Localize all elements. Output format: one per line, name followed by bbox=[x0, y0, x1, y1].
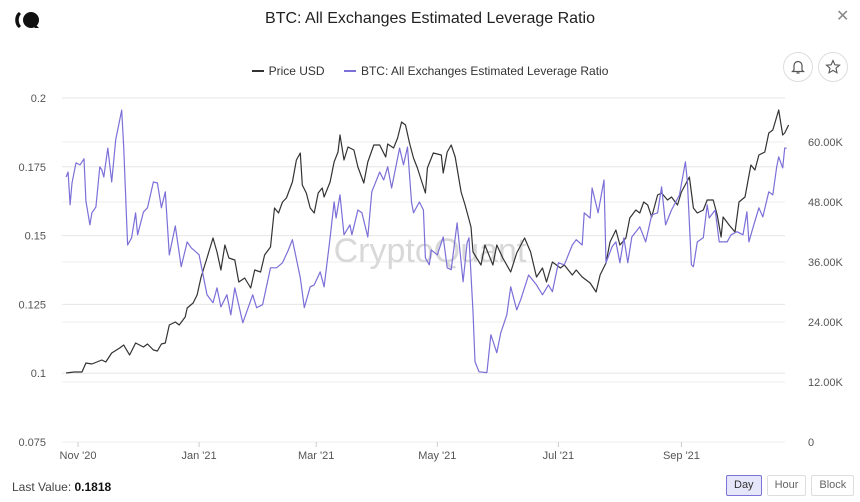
legend-swatch bbox=[251, 70, 264, 72]
bell-icon bbox=[791, 60, 805, 74]
x-tick-label: Mar '21 bbox=[298, 450, 334, 462]
interval-block-button[interactable]: Block bbox=[811, 475, 855, 496]
last-value-label: Last Value: bbox=[12, 480, 72, 494]
alert-button[interactable] bbox=[783, 52, 813, 82]
legend-label: BTC: All Exchanges Estimated Leverage Ra… bbox=[360, 64, 609, 78]
star-icon bbox=[825, 59, 841, 74]
y-left-tick-label: 0.175 bbox=[18, 162, 46, 174]
last-value-number: 0.1818 bbox=[74, 480, 112, 494]
interval-selector: Day Hour Block bbox=[726, 475, 855, 496]
legend-swatch bbox=[343, 70, 356, 72]
close-icon[interactable]: ✕ bbox=[836, 8, 850, 25]
price-usd-line bbox=[66, 109, 790, 374]
y-right-tick-label: 12.00K bbox=[808, 377, 844, 389]
interval-day-button[interactable]: Day bbox=[726, 475, 762, 496]
y-right-tick-label: 24.00K bbox=[808, 317, 844, 329]
y-left-tick-label: 0.15 bbox=[25, 231, 46, 243]
leverage-ratio-line bbox=[65, 109, 787, 374]
y-left-tick-label: 0.1 bbox=[31, 368, 46, 380]
y-right-tick-label: 36.00K bbox=[808, 257, 844, 269]
x-tick-label: Sep '21 bbox=[663, 450, 700, 462]
x-tick-label: Jul '21 bbox=[543, 450, 574, 462]
favorite-button[interactable] bbox=[818, 52, 848, 82]
y-left-tick-label: 0.125 bbox=[18, 299, 46, 311]
x-tick-label: Jan '21 bbox=[182, 450, 217, 462]
x-tick-label: May '21 bbox=[418, 450, 456, 462]
chart-title: BTC: All Exchanges Estimated Leverage Ra… bbox=[265, 10, 595, 27]
y-right-tick-label: 48.00K bbox=[808, 197, 844, 209]
last-value: Last Value: 0.1818 bbox=[12, 480, 111, 494]
chart-legend: Price USD BTC: All Exchanges Estimated L… bbox=[0, 61, 860, 78]
watermark: CryptoQuant bbox=[334, 232, 527, 270]
x-tick-label: Nov '20 bbox=[60, 450, 97, 462]
cryptoquant-logo bbox=[15, 12, 39, 28]
legend-item-price[interactable]: Price USD bbox=[251, 64, 325, 78]
legend-item-leverage[interactable]: BTC: All Exchanges Estimated Leverage Ra… bbox=[343, 64, 609, 78]
y-right-tick-label: 60.00K bbox=[808, 137, 844, 149]
y-left-tick-label: 0.075 bbox=[18, 437, 46, 449]
interval-hour-button[interactable]: Hour bbox=[766, 475, 807, 496]
legend-label: Price USD bbox=[268, 64, 325, 78]
y-right-tick-label: 0 bbox=[808, 437, 814, 449]
y-left-tick-label: 0.2 bbox=[31, 93, 46, 105]
